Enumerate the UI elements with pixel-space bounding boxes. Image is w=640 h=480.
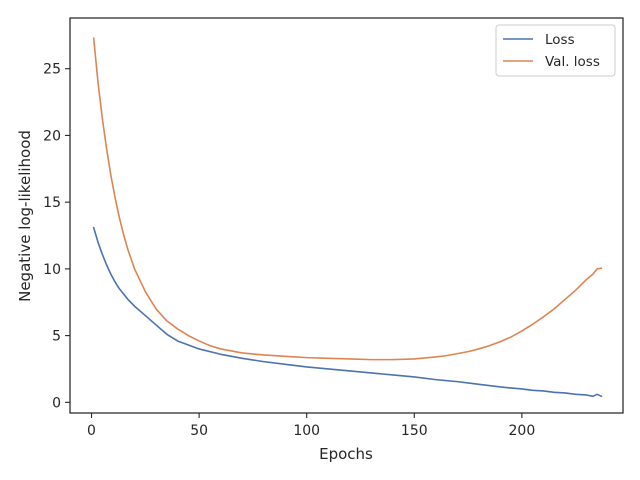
x-axis-label: Epochs: [319, 445, 373, 463]
series-line-val-loss: [92, 37, 603, 361]
x-tick-label: 200: [509, 423, 536, 439]
x-tick-label: 50: [190, 423, 208, 439]
x-axis-ticks: 0 50 100 150 200: [87, 413, 535, 439]
x-tick-label: 100: [293, 423, 320, 439]
legend: Loss Val. loss: [495, 24, 616, 77]
y-axis-ticks: 0 5 10 15 20 25: [43, 62, 70, 411]
y-axis-label: Negative log-likelihood: [16, 130, 34, 302]
y-tick-label: 25: [43, 62, 61, 78]
x-tick-label: 0: [87, 423, 96, 439]
legend-label-loss: Loss: [545, 32, 575, 48]
legend-label-val-loss: Val. loss: [545, 54, 600, 70]
x-tick-label: 150: [401, 423, 428, 439]
y-tick-label: 20: [43, 128, 61, 144]
series-line-loss: [92, 226, 603, 398]
y-tick-label: 5: [52, 329, 61, 345]
series-layer: [92, 37, 603, 398]
y-tick-label: 10: [43, 262, 61, 278]
y-tick-label: 15: [43, 195, 61, 211]
plot-area: [70, 18, 623, 413]
plot-frame: [69, 17, 624, 414]
y-tick-label: 0: [52, 395, 61, 411]
legend-frame: [495, 24, 616, 77]
